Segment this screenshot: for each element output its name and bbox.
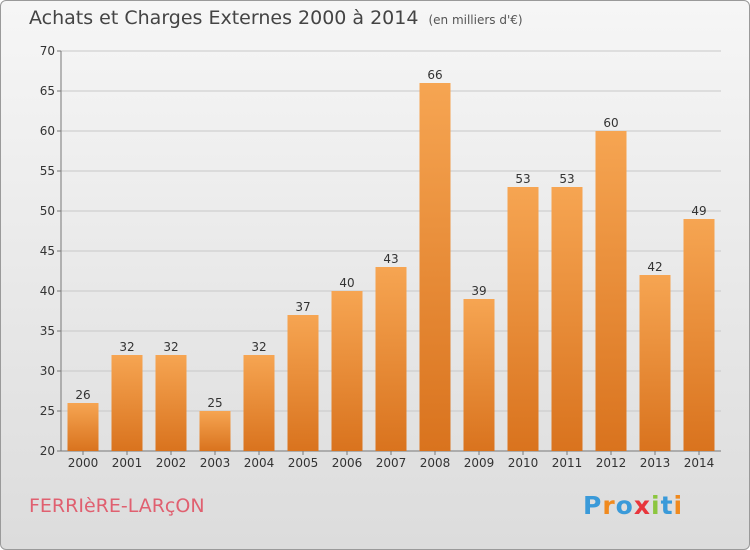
value-label-2014: 49	[691, 204, 706, 218]
bars	[67, 83, 715, 451]
y-tick-label: 20	[40, 444, 55, 458]
x-tick-label-2002: 2002	[156, 456, 187, 470]
y-tick-label: 45	[40, 244, 55, 258]
y-tick-label: 55	[40, 164, 55, 178]
x-tick-label-2005: 2005	[288, 456, 319, 470]
bar-2011	[551, 187, 583, 451]
logo-letter: t	[660, 491, 674, 520]
value-label-2013: 42	[647, 260, 662, 274]
value-label-2010: 53	[515, 172, 530, 186]
logo-letter: x	[633, 491, 651, 520]
value-label-2011: 53	[559, 172, 574, 186]
chart-title-text: Achats et Charges Externes 2000 à 2014	[29, 7, 419, 29]
bar-2014	[683, 219, 715, 451]
bar-2000	[67, 403, 99, 451]
value-label-2003: 25	[207, 396, 222, 410]
chart-subtitle: (en milliers d'€)	[428, 13, 523, 27]
y-tick-label: 65	[40, 84, 55, 98]
y-tick-label: 70	[40, 44, 55, 58]
x-tick-label-2001: 2001	[112, 456, 143, 470]
value-label-2012: 60	[603, 116, 618, 130]
bar-2010	[507, 187, 539, 451]
commune-name: FERRIèRE-LARçON	[29, 495, 205, 517]
logo-letter: o	[615, 491, 634, 520]
value-label-2001: 32	[119, 340, 134, 354]
value-label-2004: 32	[251, 340, 266, 354]
y-tick-label: 35	[40, 324, 55, 338]
bar-2007	[375, 267, 407, 451]
proxiti-logo: Proxiti	[583, 491, 683, 520]
x-tick-label-2006: 2006	[332, 456, 363, 470]
value-label-2002: 32	[163, 340, 178, 354]
x-tick-label-2013: 2013	[640, 456, 671, 470]
value-label-2006: 40	[339, 276, 354, 290]
y-tick-label: 50	[40, 204, 55, 218]
bar-2009	[463, 299, 495, 451]
bar-2004	[243, 355, 275, 451]
y-tick-label: 25	[40, 404, 55, 418]
x-tick-label-2004: 2004	[244, 456, 275, 470]
x-tick-label-2000: 2000	[68, 456, 99, 470]
value-label-2007: 43	[383, 252, 398, 266]
bar-2006	[331, 291, 363, 451]
logo-letter: i	[673, 491, 684, 520]
chart-title: Achats et Charges Externes 2000 à 2014 (e…	[29, 7, 523, 29]
value-label-2005: 37	[295, 300, 310, 314]
bar-2002	[155, 355, 187, 451]
y-tick-label: 30	[40, 364, 55, 378]
bar-2013	[639, 275, 671, 451]
value-labels: 26 2000 32 2001 32 2002 25 2003 32 2004 37 2005 40 20…	[68, 68, 715, 470]
x-tick-label-2012: 2012	[596, 456, 627, 470]
bar-2008	[419, 83, 451, 451]
x-tick-label-2010: 2010	[508, 456, 539, 470]
x-tick-label-2003: 2003	[200, 456, 231, 470]
x-tick-label-2014: 2014	[684, 456, 715, 470]
logo-letter: i	[651, 491, 661, 520]
y-tick-label: 40	[40, 284, 55, 298]
value-label-2000: 26	[75, 388, 90, 402]
bar-2005	[287, 315, 319, 451]
bar-2003	[199, 411, 231, 451]
x-tick-label-2007: 2007	[376, 456, 407, 470]
x-tick-label-2008: 2008	[420, 456, 451, 470]
logo-letter: P	[583, 491, 603, 520]
x-tick-label-2009: 2009	[464, 456, 495, 470]
value-label-2008: 66	[427, 68, 442, 82]
x-tick-label-2011: 2011	[552, 456, 583, 470]
y-tick-label: 60	[40, 124, 55, 138]
value-label-2009: 39	[471, 284, 486, 298]
bar-2001	[111, 355, 143, 451]
logo-letter: r	[602, 491, 616, 520]
bar-2012	[595, 131, 627, 451]
